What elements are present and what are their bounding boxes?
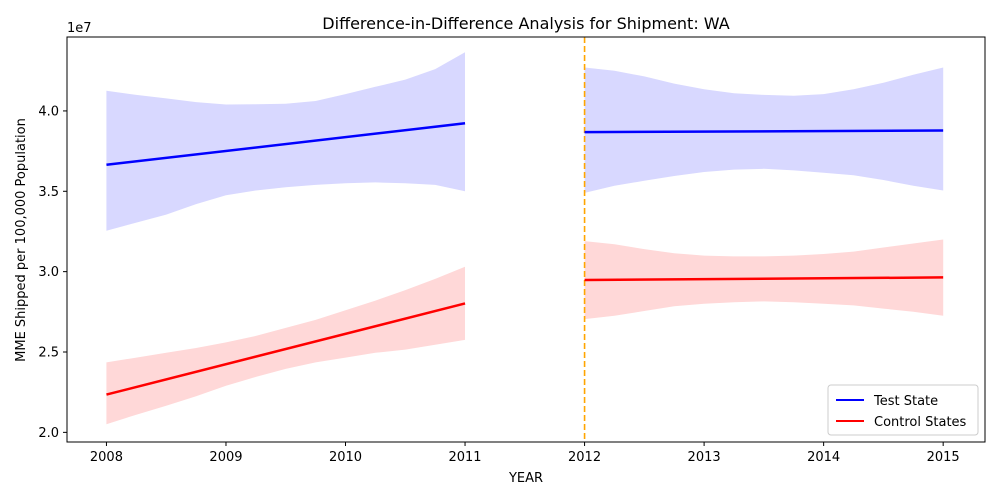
y-axis-label: MME Shipped per 100,000 Population [14, 118, 29, 362]
x-tick-label-5: 2013 [688, 450, 721, 465]
series-line-1-1 [584, 276, 944, 282]
x-tick-label-0: 2008 [90, 450, 123, 465]
x-axis-label: YEAR [508, 471, 543, 486]
legend: Test State Control States [827, 384, 979, 436]
series-line-0-1 [584, 129, 944, 134]
x-tick-label-2: 2010 [329, 450, 362, 465]
legend-box [827, 384, 979, 436]
series-line-1-0 [106, 302, 466, 396]
y-tick-label-2: 3.0 [38, 265, 59, 280]
legend-label-0: Test State [873, 394, 938, 409]
y-offset-label: 1e7 [67, 21, 92, 36]
x-tick-label-6: 2014 [807, 450, 840, 465]
plot-area: 2008 2009 2010 2011 2012 2013 2014 2015 2.0 2.5 3.… [38, 36, 986, 465]
x-tick-label-1: 2009 [209, 450, 242, 465]
y-tick-label-1: 2.5 [38, 346, 59, 361]
confidence-band-1-0 [106, 266, 466, 425]
confidence-band-0-0 [106, 52, 466, 231]
x-tick-label-7: 2015 [927, 450, 960, 465]
y-tick-label-4: 4.0 [38, 104, 59, 119]
chart-title: Difference-in-Difference Analysis for Sh… [322, 14, 729, 33]
plot-frame [66, 36, 986, 443]
y-tick-label-3: 3.5 [38, 185, 59, 200]
legend-label-1: Control States [874, 415, 967, 430]
y-tick-label-0: 2.0 [38, 426, 59, 441]
y-offset-mantissa: 1e7 [67, 21, 92, 36]
series-line-0-0 [106, 122, 466, 167]
x-tick-label-3: 2011 [448, 450, 481, 465]
x-tick-label-4: 2012 [568, 450, 601, 465]
